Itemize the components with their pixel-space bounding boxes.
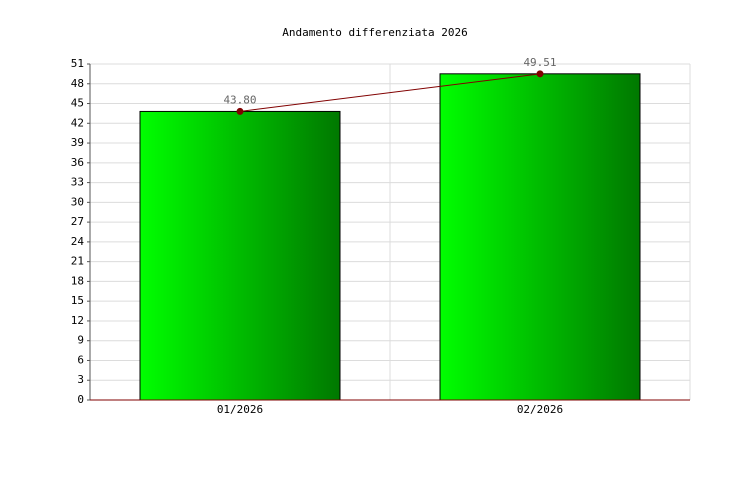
y-tick-label: 18 (71, 274, 84, 287)
y-tick-label: 48 (71, 77, 84, 90)
y-tick-label: 39 (71, 136, 84, 149)
trend-point (536, 70, 544, 78)
value-label: 49.51 (523, 56, 556, 69)
value-label: 43.80 (223, 93, 256, 106)
y-tick-label: 12 (71, 314, 84, 327)
y-tick-label: 30 (71, 195, 84, 208)
x-tick-label: 02/2026 (517, 403, 563, 416)
y-tick-label: 45 (71, 97, 84, 110)
y-tick-label: 21 (71, 255, 84, 268)
y-tick-label: 51 (71, 57, 84, 70)
y-tick-label: 42 (71, 116, 84, 129)
y-tick-label: 9 (77, 334, 84, 347)
y-tick-label: 24 (71, 235, 85, 248)
y-tick-label: 6 (77, 353, 84, 366)
chart-title: Andamento differenziata 2026 (282, 26, 467, 39)
bar (139, 110, 341, 401)
y-tick-label: 27 (71, 215, 84, 228)
x-tick-label: 01/2026 (217, 403, 263, 416)
trend-point (236, 107, 244, 115)
y-tick-label: 33 (71, 176, 84, 189)
trend-line (239, 73, 541, 112)
y-tick-label: 36 (71, 156, 84, 169)
y-tick-label: 15 (71, 294, 84, 307)
y-tick-label: 3 (77, 373, 84, 386)
bar (439, 73, 641, 401)
y-tick-label: 0 (77, 393, 84, 406)
